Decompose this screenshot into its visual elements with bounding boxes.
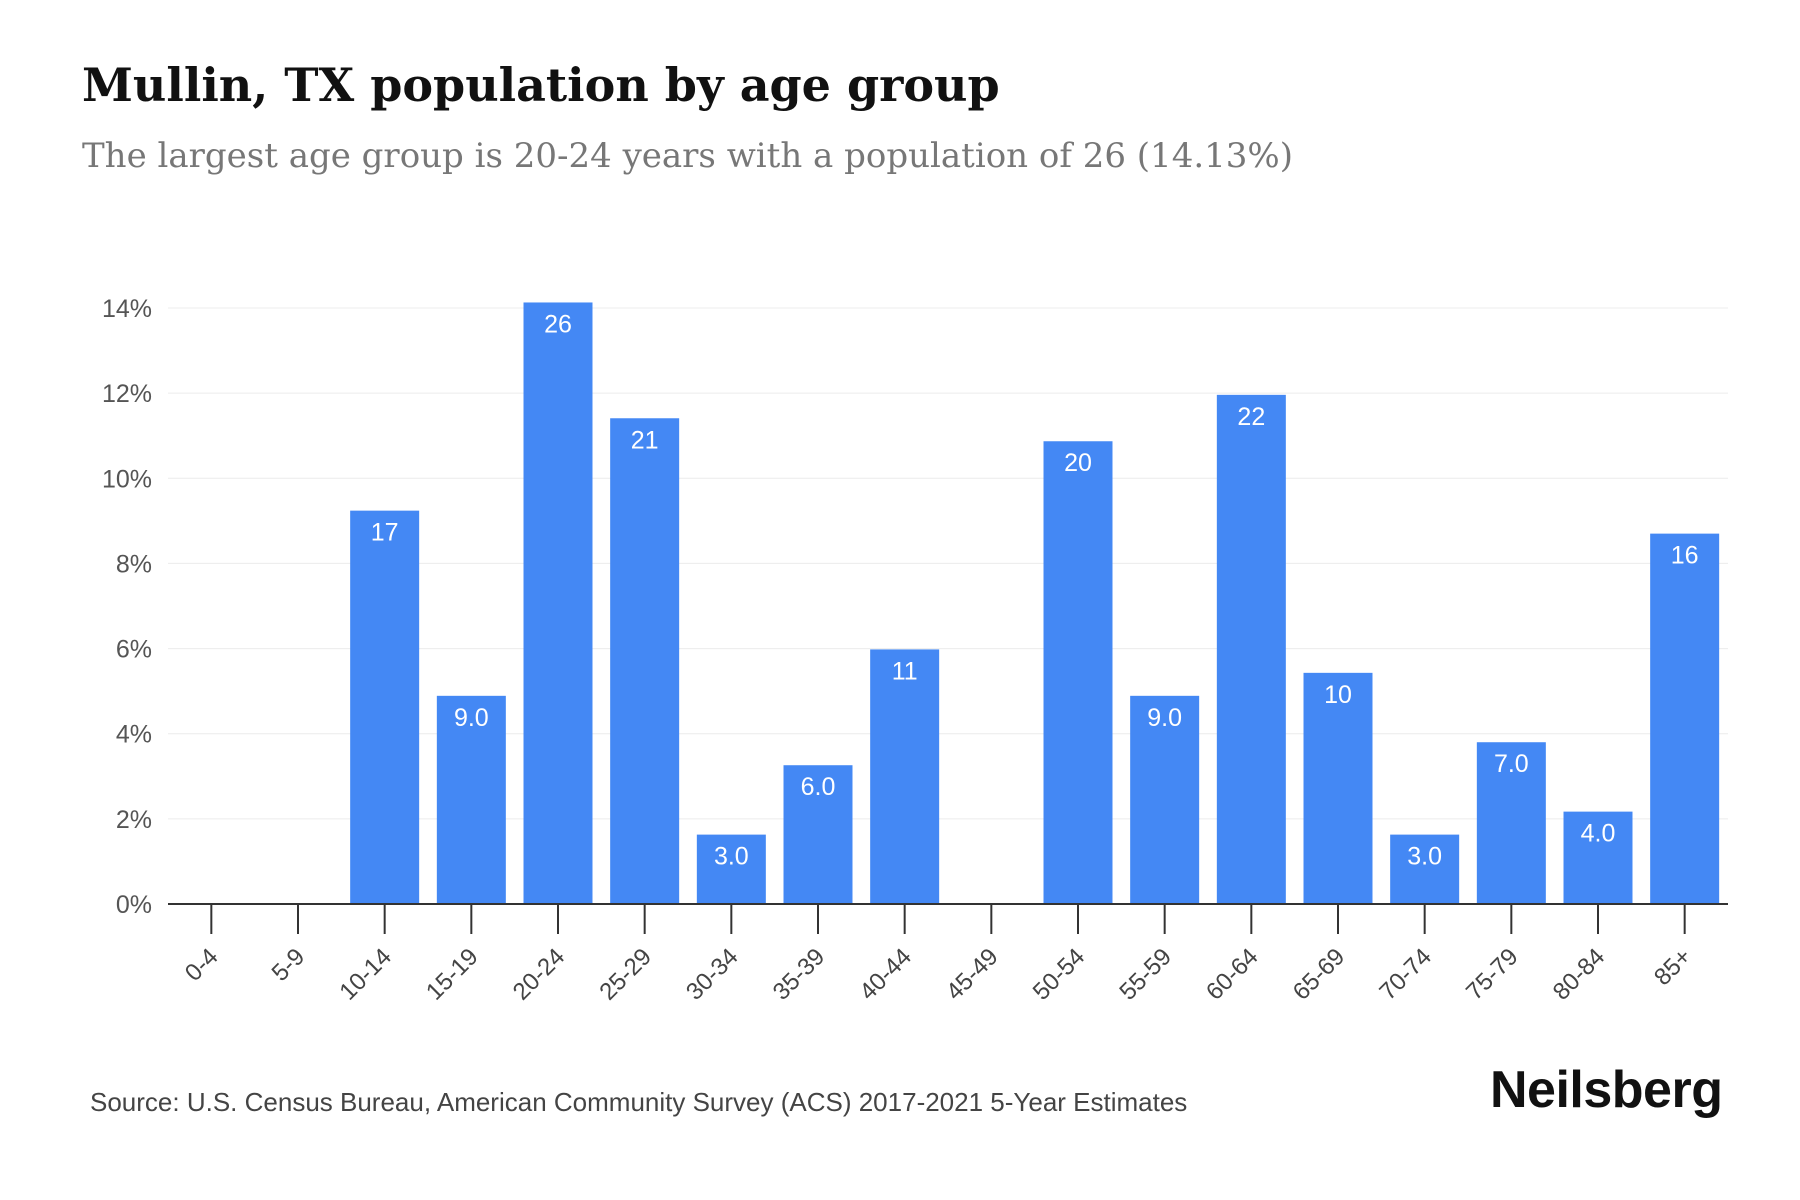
bar-value-label: 7.0 [1494,750,1529,778]
y-tick-label: 10% [102,465,152,493]
bar-value-label: 3.0 [1407,843,1442,871]
y-tick-label: 4% [116,721,152,749]
bar [1216,394,1286,904]
y-tick-label: 8% [116,550,152,578]
chart-subtitle: The largest age group is 20-24 years wit… [82,136,1293,176]
bar [523,302,593,905]
source-note: Source: U.S. Census Bureau, American Com… [90,1087,1188,1117]
bar [610,418,680,904]
x-tick-label: 70-74 [1374,943,1437,1006]
x-tick-label: 40-44 [854,943,917,1006]
x-tick-label: 35-39 [768,943,831,1006]
bar [696,834,766,904]
x-tick-label: 25-29 [594,943,657,1006]
bar [783,765,853,904]
bar-value-label: 20 [1064,449,1092,477]
x-tick-label: 20-24 [508,943,571,1006]
bar-value-label: 6.0 [801,773,836,801]
chart-title: Mullin, TX population by age group [82,58,1000,112]
x-tick-label: 45-49 [941,943,1004,1006]
x-tick-label: 85+ [1649,943,1697,991]
y-tick-label: 0% [116,891,152,919]
bar-value-label: 9.0 [1147,704,1182,732]
x-tick-label: 15-19 [421,943,484,1006]
bar [350,510,420,904]
bar-value-label: 16 [1671,542,1699,570]
bar-value-label: 11 [892,657,918,685]
x-tick-label: 60-64 [1201,943,1264,1006]
y-tick-label: 2% [116,806,152,834]
y-tick-label: 6% [116,636,152,664]
x-tick-label: 0-4 [180,943,224,987]
bar [1390,834,1460,904]
bar [1476,742,1546,904]
bar [436,695,506,904]
x-tick-label: 30-34 [681,943,744,1006]
bar-value-label: 10 [1324,681,1352,709]
bar-value-label: 22 [1237,403,1265,431]
x-tick-label: 75-79 [1461,943,1524,1006]
bar [1130,695,1200,904]
brand-logo: Neilsberg [1490,1061,1723,1119]
bar [870,649,940,904]
x-tick-label: 55-59 [1114,943,1177,1006]
x-tick-label: 65-69 [1288,943,1351,1006]
y-tick-label: 14% [102,295,152,323]
bar [1043,441,1113,904]
x-tick-label: 5-9 [267,943,311,987]
y-tick-label: 12% [102,380,152,408]
bar-value-label: 9.0 [454,704,489,732]
x-tick-label: 80-84 [1548,943,1611,1006]
bar-value-label: 26 [544,310,572,338]
bar-value-label: 4.0 [1581,820,1616,848]
bar-value-label: 21 [631,426,659,454]
bar-value-label: 3.0 [714,843,749,871]
bar-value-label: 17 [371,519,399,547]
x-tick-label: 50-54 [1028,943,1091,1006]
bar [1650,533,1720,904]
x-tick-label: 10-14 [334,943,397,1006]
bar [1563,811,1633,904]
bar [1303,672,1373,904]
